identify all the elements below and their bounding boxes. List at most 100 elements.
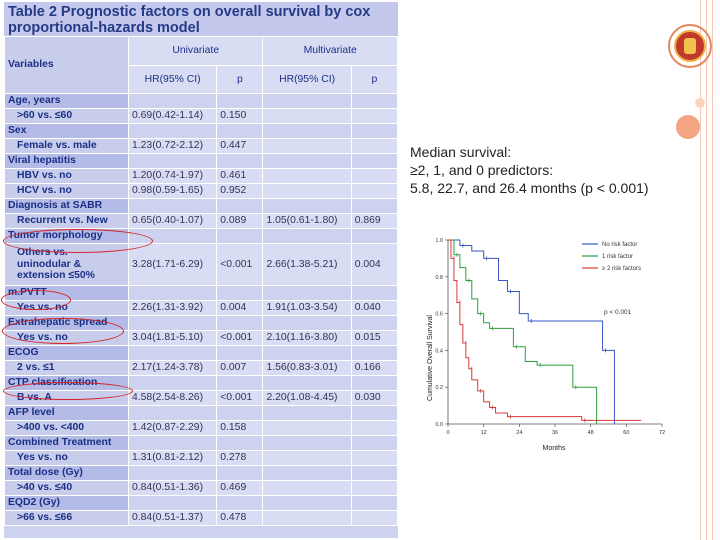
y-tick-label: 1.0 (435, 238, 443, 244)
cell-mhr (262, 480, 352, 496)
table-row: >40 vs. ≤40 0.84(0.51-1.36) 0.469 (4, 480, 398, 496)
table-row: Yes vs. no 1.31(0.81-2.12) 0.278 (4, 450, 398, 466)
km-series-0 (448, 239, 615, 424)
header-multivariate: Multivariate (262, 36, 398, 66)
cell-mp (350, 510, 398, 526)
cell-up: <0.001 (216, 330, 264, 346)
x-tick-label: 60 (623, 430, 629, 436)
cell-mhr (262, 435, 352, 451)
category-row: ECOG (4, 345, 398, 361)
y-tick-label: 0.2 (435, 385, 443, 391)
cell-mhr: 1.91(1.03-3.54) (262, 300, 352, 316)
cell-up: 0.469 (216, 480, 264, 496)
cell-mhr (262, 93, 352, 109)
decor-stripe (700, 0, 701, 540)
cell-uhr (127, 315, 218, 331)
table-row: Female vs. male 1.23(0.72-2.12) 0.447 (4, 138, 398, 154)
cell-uhr (127, 153, 218, 169)
cell-uhr (127, 198, 218, 214)
variable-label: ECOG (4, 345, 129, 361)
cell-mp: 0.166 (350, 360, 398, 376)
cell-mhr (262, 285, 352, 301)
cell-uhr: 1.23(0.72-2.12) (127, 138, 218, 154)
cell-uhr: 1.31(0.81-2.12) (127, 450, 218, 466)
category-row: EQD2 (Gy) (4, 495, 398, 511)
cell-mhr: 1.05(0.61-1.80) (262, 213, 352, 229)
cell-mhr (262, 108, 352, 124)
cell-mhr (262, 123, 352, 139)
variable-label: Combined Treatment (4, 435, 129, 451)
cell-mhr (262, 153, 352, 169)
cell-mp: 0.004 (350, 243, 398, 286)
cell-mhr: 2.10(1.16-3.80) (262, 330, 352, 346)
cell-uhr (127, 435, 218, 451)
cell-up: 0.007 (216, 360, 264, 376)
cell-uhr: 0.65(0.40-1.07) (127, 213, 218, 229)
cell-mp (350, 285, 398, 301)
cell-mp (350, 420, 398, 436)
variable-label: EQD2 (Gy) (4, 495, 129, 511)
km-series-1 (448, 239, 598, 424)
cell-mp: 0.030 (350, 390, 398, 406)
variable-label: >400 vs. <400 (4, 420, 129, 436)
cell-mhr (262, 450, 352, 466)
hazards-table: Variables Univariate Multivariate HR(95%… (4, 36, 398, 526)
table-row: >66 vs. ≤66 0.84(0.51-1.37) 0.478 (4, 510, 398, 526)
cell-up (216, 465, 264, 481)
cell-up: 0.089 (216, 213, 264, 229)
variable-label: HBV vs. no (4, 168, 129, 184)
cell-up (216, 345, 264, 361)
cell-mhr (262, 510, 352, 526)
cell-mp (350, 123, 398, 139)
cell-mp: 0.040 (350, 300, 398, 316)
cell-mp (350, 153, 398, 169)
cell-up (216, 405, 264, 421)
cell-mhr (262, 168, 352, 184)
cell-mhr (262, 465, 352, 481)
cell-up (216, 228, 264, 244)
cell-mp (350, 168, 398, 184)
cell-mp: 0.015 (350, 330, 398, 346)
header-variables: Variables (4, 36, 129, 94)
notes-line2: ≥2, 1, and 0 predictors: (410, 162, 554, 178)
cell-mp (350, 183, 398, 199)
cell-uhr (127, 375, 218, 391)
variable-label: Sex (4, 123, 129, 139)
variable-label: AFP level (4, 405, 129, 421)
cell-uhr: 1.42(0.87-2.29) (127, 420, 218, 436)
y-tick-label: 0.0 (435, 422, 443, 428)
table-row: >400 vs. <400 1.42(0.87-2.29) 0.158 (4, 420, 398, 436)
variable-label: Total dose (Gy) (4, 465, 129, 481)
x-tick-label: 48 (588, 430, 594, 436)
variable-label: Age, years (4, 93, 129, 109)
y-axis-label: Cumulative Overall Survival (427, 315, 434, 401)
table-title: Table 2 Prognostic factors on overall su… (4, 2, 398, 36)
x-tick-label: 36 (552, 430, 558, 436)
cell-up (216, 153, 264, 169)
cell-uhr: 1.20(0.74-1.97) (127, 168, 218, 184)
cell-up: 0.447 (216, 138, 264, 154)
cell-uhr (127, 465, 218, 481)
survival-notes: Median survival: ≥2, 1, and 0 predictors… (410, 143, 649, 197)
cell-mhr: 1.56(0.83-3.01) (262, 360, 352, 376)
highlight-ctp (3, 382, 133, 400)
variable-label: HCV vs. no (4, 183, 129, 199)
cell-uhr: 0.69(0.42-1.14) (127, 108, 218, 124)
cell-mhr (262, 375, 352, 391)
cell-mp (350, 495, 398, 511)
highlight-tumor-morphology (3, 229, 153, 253)
km-survival-chart: 0 12 24 36 48 60 72 0.0 0.2 0.4 0.6 0.8 1.0 Cumulati… (427, 238, 665, 452)
y-tick-label: 0.6 (435, 312, 443, 318)
cell-up: 0.278 (216, 450, 264, 466)
cell-mhr (262, 138, 352, 154)
cell-mhr (262, 183, 352, 199)
cell-uhr (127, 93, 218, 109)
chart-legend: No risk factor 1 risk factor ≥ 2 risk fact… (582, 242, 641, 272)
header-hr-multi: HR(95% CI) (262, 64, 352, 94)
decor-dot (695, 98, 705, 108)
variable-label: Viral hepatitis (4, 153, 129, 169)
table-row: 2 vs. ≤1 2.17(1.24-3.78) 0.007 1.56(0.83-3.… (4, 360, 398, 376)
cell-mp (350, 93, 398, 109)
cell-up: <0.001 (216, 390, 264, 406)
header-p: p (216, 64, 264, 94)
